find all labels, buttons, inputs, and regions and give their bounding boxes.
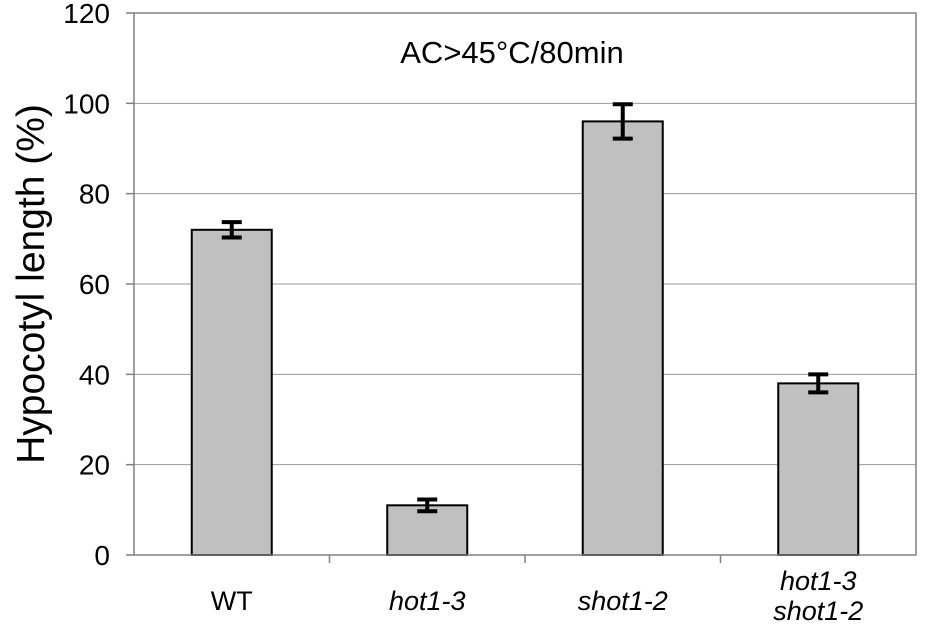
chart-title: AC>45°C/80min bbox=[400, 35, 623, 70]
y-tick-labels: 0 20 40 60 80 100 120 bbox=[63, 0, 134, 571]
y-tick-label: 60 bbox=[79, 269, 110, 300]
bars bbox=[190, 120, 860, 557]
bar bbox=[386, 504, 469, 557]
y-tick-label: 20 bbox=[79, 450, 110, 481]
y-tick-label: 100 bbox=[63, 88, 110, 119]
y-tick-label: 0 bbox=[94, 540, 110, 571]
x-tick-label: shot1-2 bbox=[578, 586, 668, 616]
x-tick-label: WT bbox=[211, 586, 253, 616]
x-tick-label: hot1-3 bbox=[389, 586, 466, 616]
bar bbox=[190, 228, 273, 557]
y-tick-label: 80 bbox=[79, 179, 110, 210]
error-bars bbox=[221, 102, 829, 514]
y-tick-label: 40 bbox=[79, 359, 110, 390]
x-tick-label: shot1-2 bbox=[773, 596, 863, 626]
bar bbox=[581, 120, 664, 557]
y-axis-label: Hypocotyl length (%) bbox=[10, 104, 53, 464]
bar bbox=[777, 382, 860, 556]
x-tick-label: hot1-3 bbox=[780, 566, 857, 596]
y-tick-label: 120 bbox=[63, 0, 110, 29]
